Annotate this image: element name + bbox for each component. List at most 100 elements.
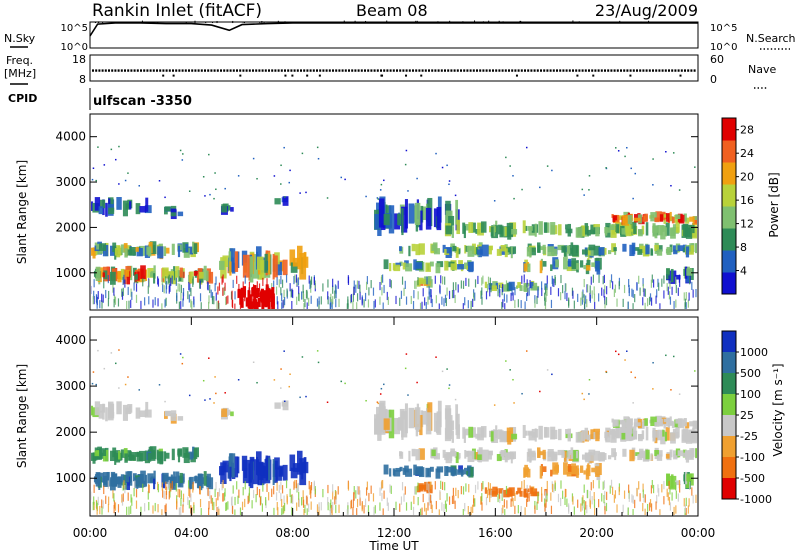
power-cell [144, 269, 148, 282]
velocity-cell [94, 455, 98, 461]
velocity-cell [581, 392, 584, 395]
velocity-cell [626, 350, 628, 352]
power-cell [605, 297, 608, 306]
power-cell [426, 276, 428, 285]
power-cell [310, 295, 312, 304]
velocity-cell [657, 484, 659, 493]
velocity-cell [498, 490, 501, 499]
power-cell [592, 274, 594, 283]
power-cell [97, 291, 99, 300]
velocity-cell [667, 492, 669, 501]
velocity-cell [196, 479, 200, 489]
velocity-cell [445, 430, 453, 440]
power-cell [669, 211, 672, 221]
power-cell [575, 245, 578, 254]
y-tick-label: 2000 [55, 425, 86, 439]
power-cell [644, 213, 648, 222]
power-cell [359, 284, 361, 293]
velocity-cell [582, 495, 584, 504]
power-cell [602, 276, 604, 285]
velocity-cell [616, 428, 620, 439]
power-cell [225, 296, 227, 306]
velocity-cell [499, 494, 501, 504]
velocity-cell [91, 405, 94, 416]
power-cell [169, 279, 171, 288]
velocity-cell [575, 432, 583, 443]
velocity-cell [585, 501, 587, 510]
power-cell [639, 245, 646, 253]
power-cell [374, 213, 382, 230]
velocity-cell [171, 481, 173, 490]
power-cell [214, 283, 216, 292]
power-cell [525, 146, 528, 149]
power-cell [383, 284, 385, 294]
power-cell [562, 285, 564, 294]
power-cell [509, 246, 517, 254]
power-cell [598, 274, 600, 283]
velocity-cell [137, 476, 140, 487]
velocity-cell [581, 502, 584, 511]
power-cell [530, 281, 534, 289]
power-cell [218, 302, 220, 309]
power-cell [595, 226, 600, 237]
velocity-cell [603, 480, 605, 489]
power-cell [604, 296, 606, 305]
power-cell [229, 248, 236, 273]
velocity-cell [629, 449, 635, 462]
power-cell [645, 222, 649, 236]
velocity-cell [583, 470, 586, 475]
power-cell [165, 285, 167, 294]
power-cell [267, 292, 271, 302]
velocity-cell [138, 389, 140, 391]
power-cell [598, 293, 600, 302]
velocity-cell [543, 426, 548, 438]
velocity-cell [692, 427, 695, 438]
cpid-row: CPID ulfscan -3350 [8, 88, 192, 110]
velocity-cell [490, 489, 492, 498]
velocity-cell [221, 481, 223, 491]
power-cell [271, 293, 275, 303]
velocity-cell [281, 485, 284, 494]
velocity-cell [519, 490, 523, 497]
velocity-cell [178, 481, 182, 487]
velocity-cell [435, 500, 437, 510]
power-cell [691, 281, 693, 290]
power-cell [429, 261, 434, 267]
velocity-cell [506, 427, 514, 443]
velocity-cell [217, 492, 219, 501]
power-cell [588, 175, 591, 177]
x-tick-label: 12:00 [377, 526, 412, 540]
velocity-cell [310, 490, 312, 499]
power-cell [539, 260, 543, 274]
power-cell [498, 284, 501, 294]
velocity-cell [606, 491, 608, 501]
velocity-cell [526, 484, 528, 494]
colorbar-swatch [722, 394, 736, 416]
power-cell [567, 245, 571, 254]
velocity-cell [521, 481, 523, 490]
power-cell [512, 292, 514, 301]
velocity-cell [383, 418, 390, 430]
velocity-cell [634, 376, 637, 379]
power-cell [502, 299, 504, 308]
velocity-cell [591, 467, 596, 473]
power-cell [128, 300, 130, 309]
velocity-cell [308, 480, 310, 490]
power-cell [685, 302, 687, 309]
power-cell [685, 266, 688, 279]
velocity-cell [144, 409, 152, 418]
velocity-cell [244, 498, 246, 508]
velocity-cell [108, 412, 115, 419]
power-cell [182, 298, 184, 307]
power-cell [347, 276, 350, 286]
velocity-cell [425, 412, 432, 435]
velocity-cell [430, 494, 432, 504]
velocity-cell [480, 496, 482, 505]
power-cell [468, 278, 470, 287]
power-cell [332, 296, 334, 305]
velocity-cell [97, 349, 99, 352]
power-cell [550, 286, 552, 295]
power-cell [367, 299, 370, 308]
velocity-cell [352, 499, 354, 508]
power-cell [188, 246, 194, 255]
